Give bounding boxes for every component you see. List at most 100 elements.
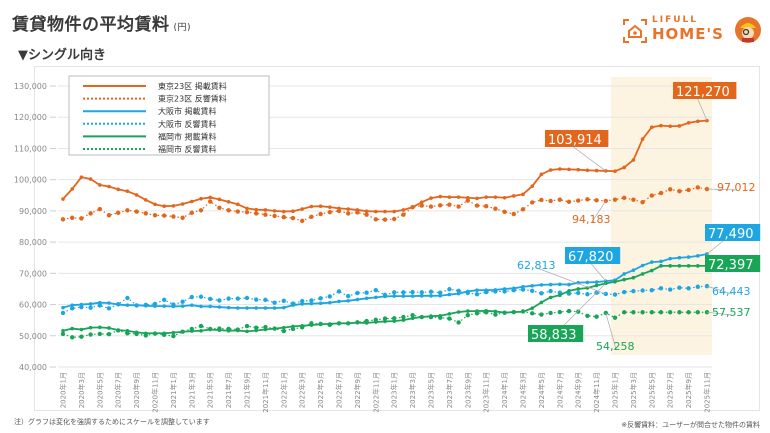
data-point <box>585 313 590 318</box>
data-point <box>291 209 295 214</box>
logo-text-main: HOME'S <box>652 25 724 43</box>
data-point <box>484 204 489 209</box>
x-tick-label: 2021年11月 <box>261 372 270 413</box>
data-point <box>530 284 534 288</box>
data-point <box>392 290 397 295</box>
data-point <box>401 212 406 217</box>
annotation-box <box>528 325 584 342</box>
data-point <box>189 210 194 215</box>
data-point <box>217 197 222 202</box>
data-point <box>659 259 663 264</box>
data-point <box>465 198 470 203</box>
data-point <box>70 335 75 340</box>
data-point <box>576 167 580 172</box>
data-point <box>364 318 369 324</box>
data-point <box>244 295 250 301</box>
data-point <box>521 192 525 197</box>
data-point <box>364 209 369 214</box>
data-point <box>134 209 139 214</box>
data-point <box>171 333 176 339</box>
data-point <box>567 282 571 287</box>
data-point <box>502 310 507 315</box>
annotation-label: 77,490 <box>708 227 754 242</box>
x-tick-label: 2021年1月 <box>169 372 178 408</box>
data-point <box>245 206 249 211</box>
data-point <box>327 322 332 328</box>
data-point <box>686 264 691 268</box>
data-point <box>622 289 627 295</box>
annotation-box <box>705 224 761 241</box>
x-tick-label: 2022年11月 <box>371 372 380 413</box>
x-tick-label: 2023年11月 <box>482 372 491 413</box>
data-point <box>438 315 443 320</box>
data-point <box>106 213 112 218</box>
data-point <box>438 203 443 208</box>
data-point <box>649 287 654 293</box>
data-point <box>429 196 433 200</box>
data-point <box>640 272 645 276</box>
data-point <box>474 203 480 208</box>
data-point <box>327 294 332 299</box>
data-point <box>364 296 369 301</box>
data-point <box>502 195 507 200</box>
data-point <box>677 124 682 128</box>
x-tick-label: 2023年3月 <box>408 372 417 408</box>
logo-text-top: LIFULL <box>652 15 699 25</box>
data-point <box>152 213 158 218</box>
data-point <box>162 297 167 303</box>
data-point <box>235 209 240 214</box>
x-tick-label: 2024年11月 <box>592 372 601 413</box>
data-point <box>392 216 397 222</box>
annotation-label: 94,183 <box>572 213 611 226</box>
data-point <box>410 289 415 295</box>
data-point <box>401 294 406 298</box>
data-point <box>576 309 581 314</box>
data-point <box>622 195 627 201</box>
data-point <box>125 295 130 301</box>
data-point <box>281 298 286 304</box>
data-point <box>263 212 268 217</box>
data-point <box>438 293 443 298</box>
annotation-box <box>705 255 761 272</box>
data-point <box>520 207 526 212</box>
data-point <box>328 300 332 305</box>
data-point <box>410 204 415 210</box>
data-point <box>649 310 654 315</box>
x-tick-label: 2023年1月 <box>390 372 399 408</box>
data-point <box>254 211 259 216</box>
data-point <box>226 305 231 310</box>
data-point <box>447 312 452 316</box>
data-point <box>290 301 296 306</box>
data-point <box>300 325 305 330</box>
data-point <box>290 326 296 332</box>
data-point <box>374 295 378 300</box>
data-point <box>447 195 452 199</box>
data-point <box>484 195 489 199</box>
data-point <box>695 310 700 315</box>
data-point <box>190 199 194 204</box>
data-point <box>511 211 516 217</box>
data-point <box>548 288 553 294</box>
data-point <box>677 285 682 290</box>
data-point <box>613 279 617 284</box>
data-point <box>60 217 66 222</box>
data-point <box>199 196 203 201</box>
data-point <box>696 119 700 124</box>
legend-label: 大阪市 掲載賃料 <box>158 106 217 116</box>
data-point <box>282 325 286 330</box>
annotation-label: 62,813 <box>517 259 556 272</box>
data-point <box>704 283 710 289</box>
data-point <box>88 302 93 306</box>
data-point <box>282 305 286 310</box>
data-point <box>162 213 167 218</box>
data-point <box>465 312 470 318</box>
data-point <box>336 208 342 214</box>
data-point <box>208 195 212 200</box>
x-tick-label: 2024年1月 <box>500 372 509 408</box>
data-point <box>125 189 130 194</box>
data-point <box>511 287 516 293</box>
data-point <box>558 282 562 287</box>
data-point <box>373 317 378 323</box>
data-point <box>346 321 351 326</box>
data-point <box>134 193 139 197</box>
